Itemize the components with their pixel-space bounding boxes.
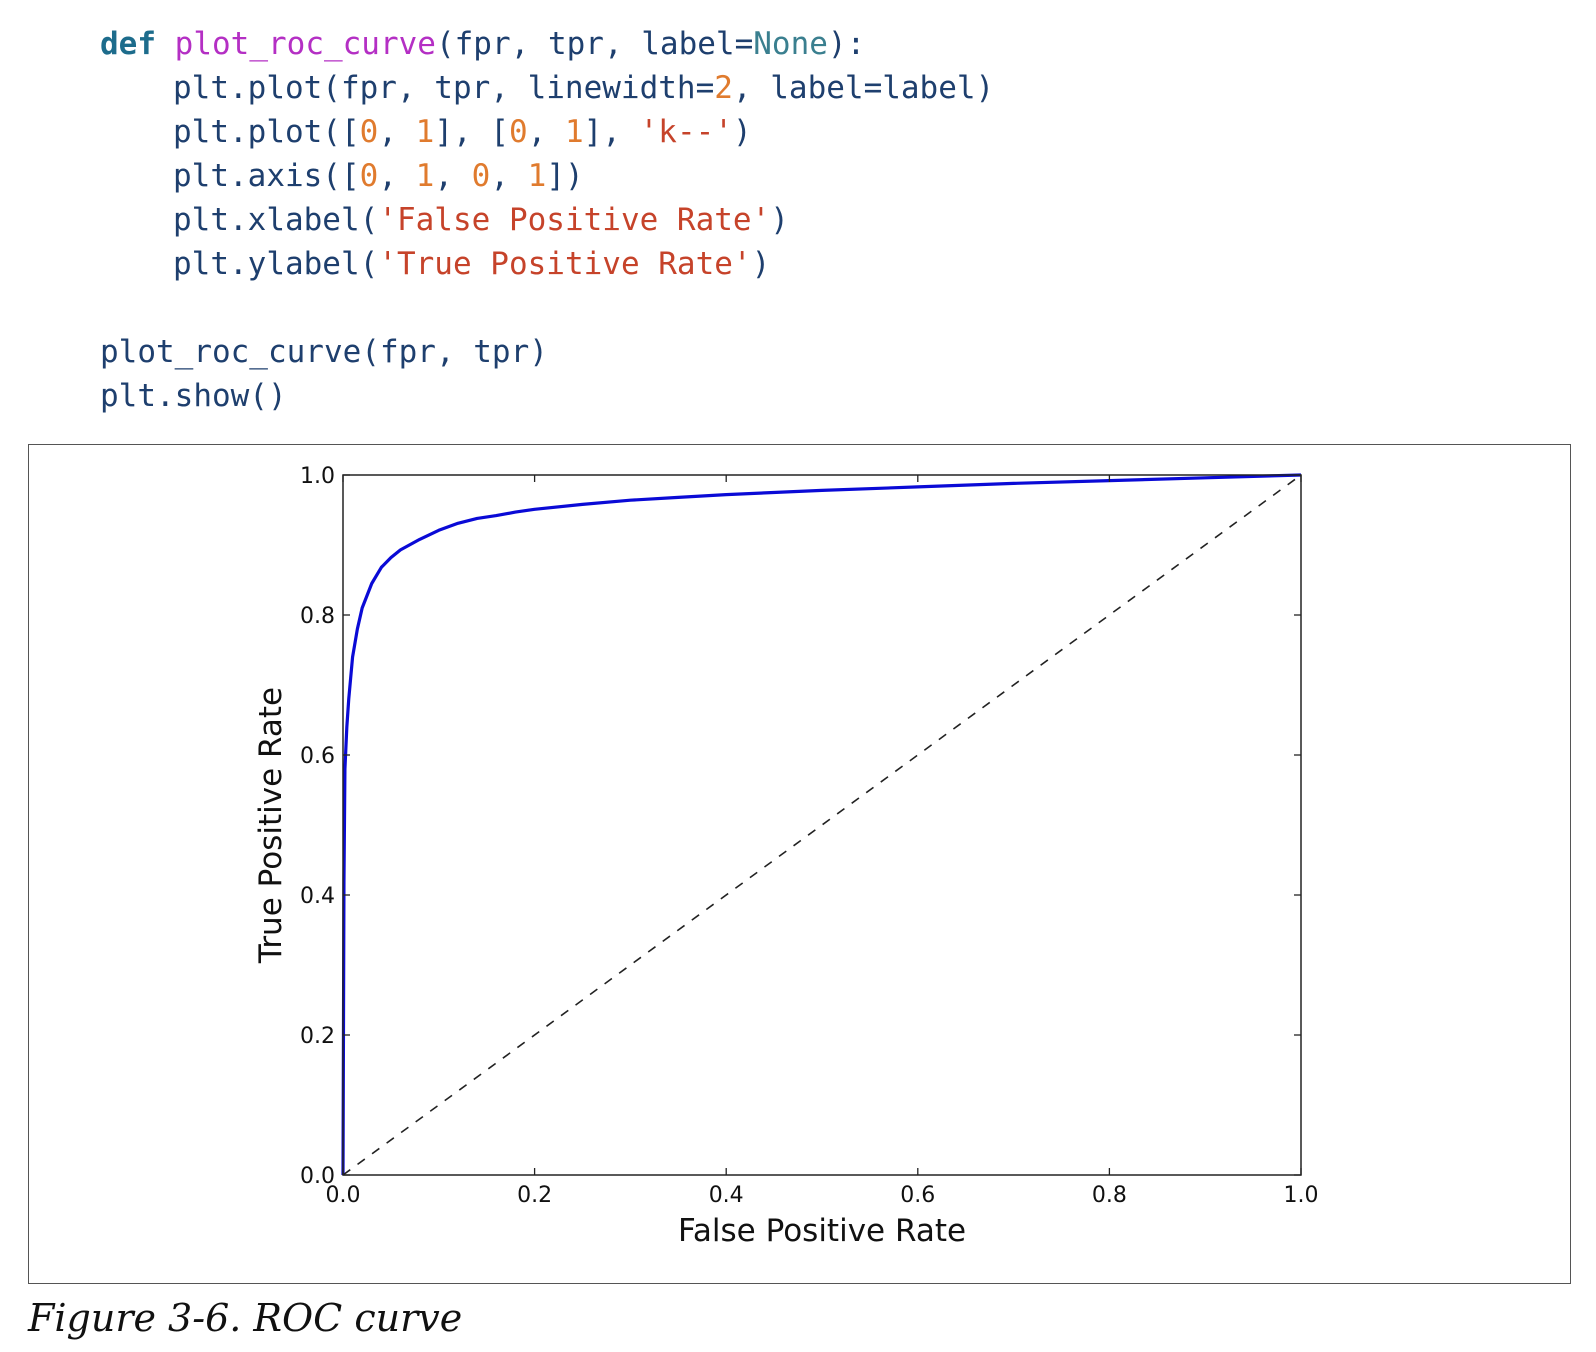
code-string: 'True Positive Rate': [378, 246, 752, 282]
figure-caption: Figure 3-6. ROC curve: [28, 1296, 463, 1340]
code-line-show: plt.show(): [100, 378, 287, 414]
y-tick-label: 0.8: [300, 604, 335, 629]
code-text: plt.plot(fpr, tpr, linewidth=: [173, 70, 715, 106]
code-text: ,: [378, 158, 416, 194]
figure-frame: 0.0 0.2 0.4 0.6 0.8 1.0 0.0 0.2 0.4 0.6 0.8 1.0 Fals…: [28, 444, 1571, 1284]
code-line-ylabel: plt.ylabel('True Positive Rate'): [100, 242, 994, 286]
y-tick-label: 0.2: [300, 1024, 335, 1049]
y-axis-label: True Positive Rate: [253, 687, 289, 964]
y-tick-label: 0.6: [300, 744, 335, 769]
code-line-axis: plt.axis([0, 1, 0, 1]): [100, 154, 994, 198]
code-line-call: plot_roc_curve(fpr, tpr): [100, 334, 548, 370]
code-text: ],: [583, 114, 640, 150]
code-number: 0: [471, 158, 491, 194]
x-tick-label: 0.2: [517, 1183, 552, 1208]
code-keyword: def: [100, 26, 156, 62]
diagonal-reference-line: [342, 474, 1302, 1176]
code-number: 1: [564, 114, 584, 150]
code-text: ): [732, 114, 752, 150]
code-text: ,: [434, 158, 472, 194]
code-text: ):: [827, 26, 866, 62]
code-number: 2: [714, 70, 733, 106]
code-text: ): [751, 246, 771, 282]
code-constant: None: [753, 26, 828, 62]
code-listing: def plot_roc_curve(fpr, tpr, label=None)…: [100, 22, 994, 418]
code-line-xlabel: plt.xlabel('False Positive Rate'): [100, 198, 994, 242]
code-string: 'k--': [639, 114, 733, 150]
code-number: 0: [508, 114, 528, 150]
x-tick-label: 0.4: [709, 1183, 744, 1208]
code-line-plot-diagonal: plt.plot([0, 1], [0, 1], 'k--'): [100, 110, 994, 154]
code-function-name: plot_roc_curve: [174, 26, 436, 62]
plot-frame: [342, 474, 1302, 1176]
code-text: (fpr, tpr, label=: [435, 26, 754, 62]
code-number: 0: [359, 114, 379, 150]
code-text: ): [770, 202, 789, 238]
x-axis-label: False Positive Rate: [678, 1213, 966, 1249]
x-tick-label: 0.6: [900, 1183, 935, 1208]
x-tick-label: 0.0: [326, 1183, 361, 1208]
code-line-def: def plot_roc_curve(fpr, tpr, label=None)…: [100, 22, 994, 66]
roc-curve-line: [341, 473, 1302, 1176]
code-text: ,: [490, 158, 528, 194]
code-line-plot: plt.plot(fpr, tpr, linewidth=2, label=la…: [100, 66, 994, 110]
code-number: 1: [415, 158, 435, 194]
x-tick-label: 0.8: [1092, 1183, 1127, 1208]
roc-chart: 0.0 0.2 0.4 0.6 0.8 1.0 0.0 0.2 0.4 0.6 0.8 1.0 Fals…: [253, 464, 1319, 1249]
code-text: plt.axis([: [173, 158, 360, 194]
code-text: plt.xlabel(: [173, 202, 379, 238]
code-text: ,: [378, 114, 416, 150]
code-number: 0: [359, 158, 379, 194]
code-text: ,: [527, 114, 565, 150]
y-tick-label: 0.4: [300, 884, 335, 909]
x-tick-label: 1.0: [1284, 1183, 1319, 1208]
code-string: 'False Positive Rate': [378, 202, 771, 238]
code-text: plt.ylabel(: [173, 246, 379, 282]
code-text: ], [: [434, 114, 509, 150]
code-text: , label=label): [732, 70, 995, 106]
y-tick-label: 1.0: [300, 464, 335, 489]
code-number: 1: [527, 158, 547, 194]
code-number: 1: [415, 114, 435, 150]
y-tick-label: 0.0: [300, 1164, 335, 1189]
code-text: plt.plot([: [173, 114, 360, 150]
code-text: ]): [546, 158, 584, 194]
